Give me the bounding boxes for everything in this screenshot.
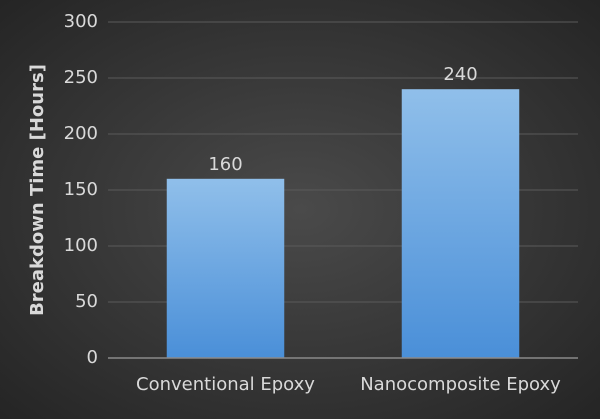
x-tick-label: Conventional Epoxy <box>136 374 315 395</box>
bar <box>166 178 285 358</box>
y-tick-label: 50 <box>75 291 98 312</box>
bar <box>401 89 520 358</box>
y-tick-label: 150 <box>64 179 98 200</box>
x-tick-label: Nanocomposite Epoxy <box>360 374 561 395</box>
y-tick-label: 250 <box>64 67 98 88</box>
data-label: 160 <box>208 154 242 175</box>
y-tick-label: 100 <box>64 235 98 256</box>
y-tick-label: 300 <box>64 11 98 32</box>
y-tick-label: 0 <box>87 347 98 368</box>
y-tick-label: 200 <box>64 123 98 144</box>
data-label: 240 <box>443 64 477 85</box>
y-axis-label: Breakdown Time [Hours] <box>27 64 48 316</box>
